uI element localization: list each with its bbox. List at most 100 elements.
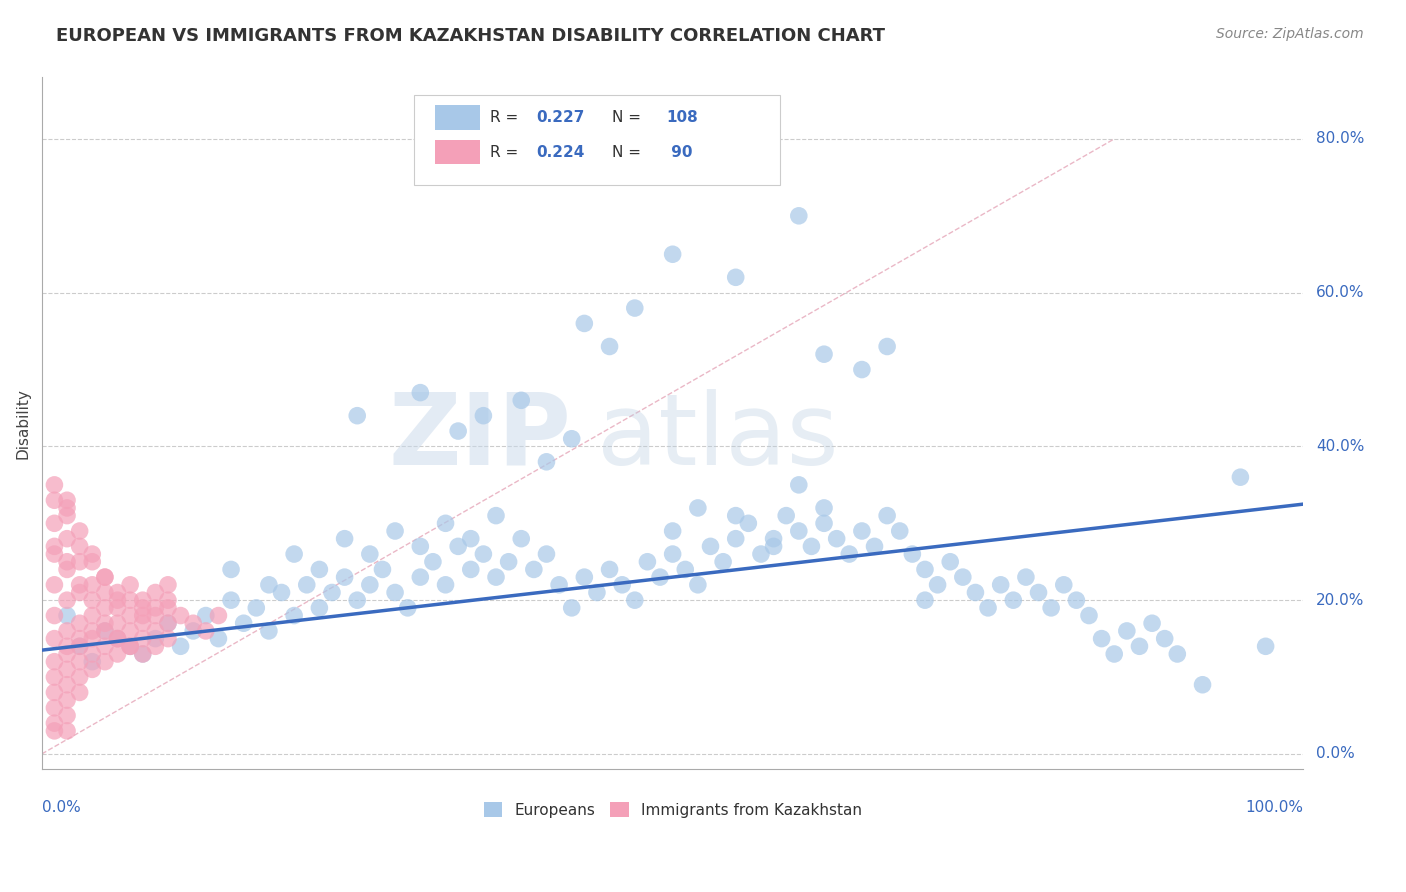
Point <box>82 662 104 676</box>
Point <box>409 540 432 554</box>
Point <box>69 640 91 654</box>
Point <box>787 209 810 223</box>
Point <box>69 616 91 631</box>
Point <box>711 555 734 569</box>
Point <box>1066 593 1088 607</box>
Point <box>194 608 217 623</box>
Point <box>107 616 129 631</box>
Point <box>396 600 419 615</box>
Point <box>472 547 495 561</box>
Point <box>737 516 759 531</box>
Text: 0.0%: 0.0% <box>1316 747 1355 762</box>
Point <box>1028 585 1050 599</box>
Point <box>409 385 432 400</box>
Point <box>132 608 155 623</box>
Text: Source: ZipAtlas.com: Source: ZipAtlas.com <box>1216 27 1364 41</box>
Point <box>82 593 104 607</box>
Point <box>901 547 924 561</box>
Text: atlas: atlas <box>598 389 838 486</box>
Point <box>308 562 330 576</box>
Point <box>599 339 621 353</box>
Point <box>914 562 936 576</box>
Point <box>825 532 848 546</box>
Point <box>333 570 356 584</box>
Point <box>56 608 79 623</box>
Point <box>762 540 785 554</box>
Text: 0.0%: 0.0% <box>42 800 80 815</box>
Point <box>939 555 962 569</box>
Point <box>409 570 432 584</box>
Point <box>724 270 747 285</box>
Point <box>283 608 305 623</box>
Point <box>107 600 129 615</box>
Point <box>69 632 91 646</box>
Point <box>132 616 155 631</box>
Point <box>169 608 191 623</box>
Text: 80.0%: 80.0% <box>1316 131 1364 146</box>
Point <box>219 593 242 607</box>
Point <box>673 562 696 576</box>
Point <box>56 624 79 638</box>
Point <box>636 555 658 569</box>
Point <box>787 524 810 538</box>
Point <box>1153 632 1175 646</box>
Point <box>447 424 470 438</box>
FancyBboxPatch shape <box>436 140 479 164</box>
Point <box>1229 470 1251 484</box>
Point <box>661 547 683 561</box>
Point <box>207 608 229 623</box>
Point <box>1091 632 1114 646</box>
Point <box>1002 593 1025 607</box>
Point <box>523 562 546 576</box>
Point <box>510 393 533 408</box>
Point <box>44 608 66 623</box>
Point <box>143 600 166 615</box>
Text: 100.0%: 100.0% <box>1246 800 1303 815</box>
Point <box>813 516 835 531</box>
Point <box>69 640 91 654</box>
Point <box>460 562 482 576</box>
Point <box>612 578 634 592</box>
Point <box>194 624 217 638</box>
Point <box>44 655 66 669</box>
Point <box>434 516 457 531</box>
Point <box>661 247 683 261</box>
Point <box>813 347 835 361</box>
Point <box>44 578 66 592</box>
Point <box>56 647 79 661</box>
Text: 0.224: 0.224 <box>536 145 585 160</box>
Point <box>156 578 179 592</box>
Point <box>94 624 117 638</box>
Point <box>44 516 66 531</box>
Point <box>120 578 142 592</box>
Point <box>132 600 155 615</box>
Text: 0.227: 0.227 <box>536 110 585 125</box>
Point <box>548 578 571 592</box>
Point <box>686 500 709 515</box>
Point <box>1053 578 1076 592</box>
Text: N =: N = <box>612 110 641 125</box>
Point <box>422 555 444 569</box>
Point <box>156 632 179 646</box>
Point <box>94 600 117 615</box>
Point <box>232 616 254 631</box>
Text: EUROPEAN VS IMMIGRANTS FROM KAZAKHSTAN DISABILITY CORRELATION CHART: EUROPEAN VS IMMIGRANTS FROM KAZAKHSTAN D… <box>56 27 886 45</box>
Text: 108: 108 <box>666 110 699 125</box>
Point <box>82 608 104 623</box>
Point <box>889 524 911 538</box>
Point <box>82 578 104 592</box>
Point <box>44 493 66 508</box>
Point <box>44 540 66 554</box>
Point <box>561 600 583 615</box>
Point <box>257 578 280 592</box>
Point <box>120 640 142 654</box>
Point <box>485 570 508 584</box>
Point <box>800 540 823 554</box>
Point <box>69 655 91 669</box>
Point <box>107 593 129 607</box>
Point <box>132 632 155 646</box>
Point <box>44 670 66 684</box>
Point <box>44 685 66 699</box>
Point <box>813 500 835 515</box>
Point <box>107 647 129 661</box>
